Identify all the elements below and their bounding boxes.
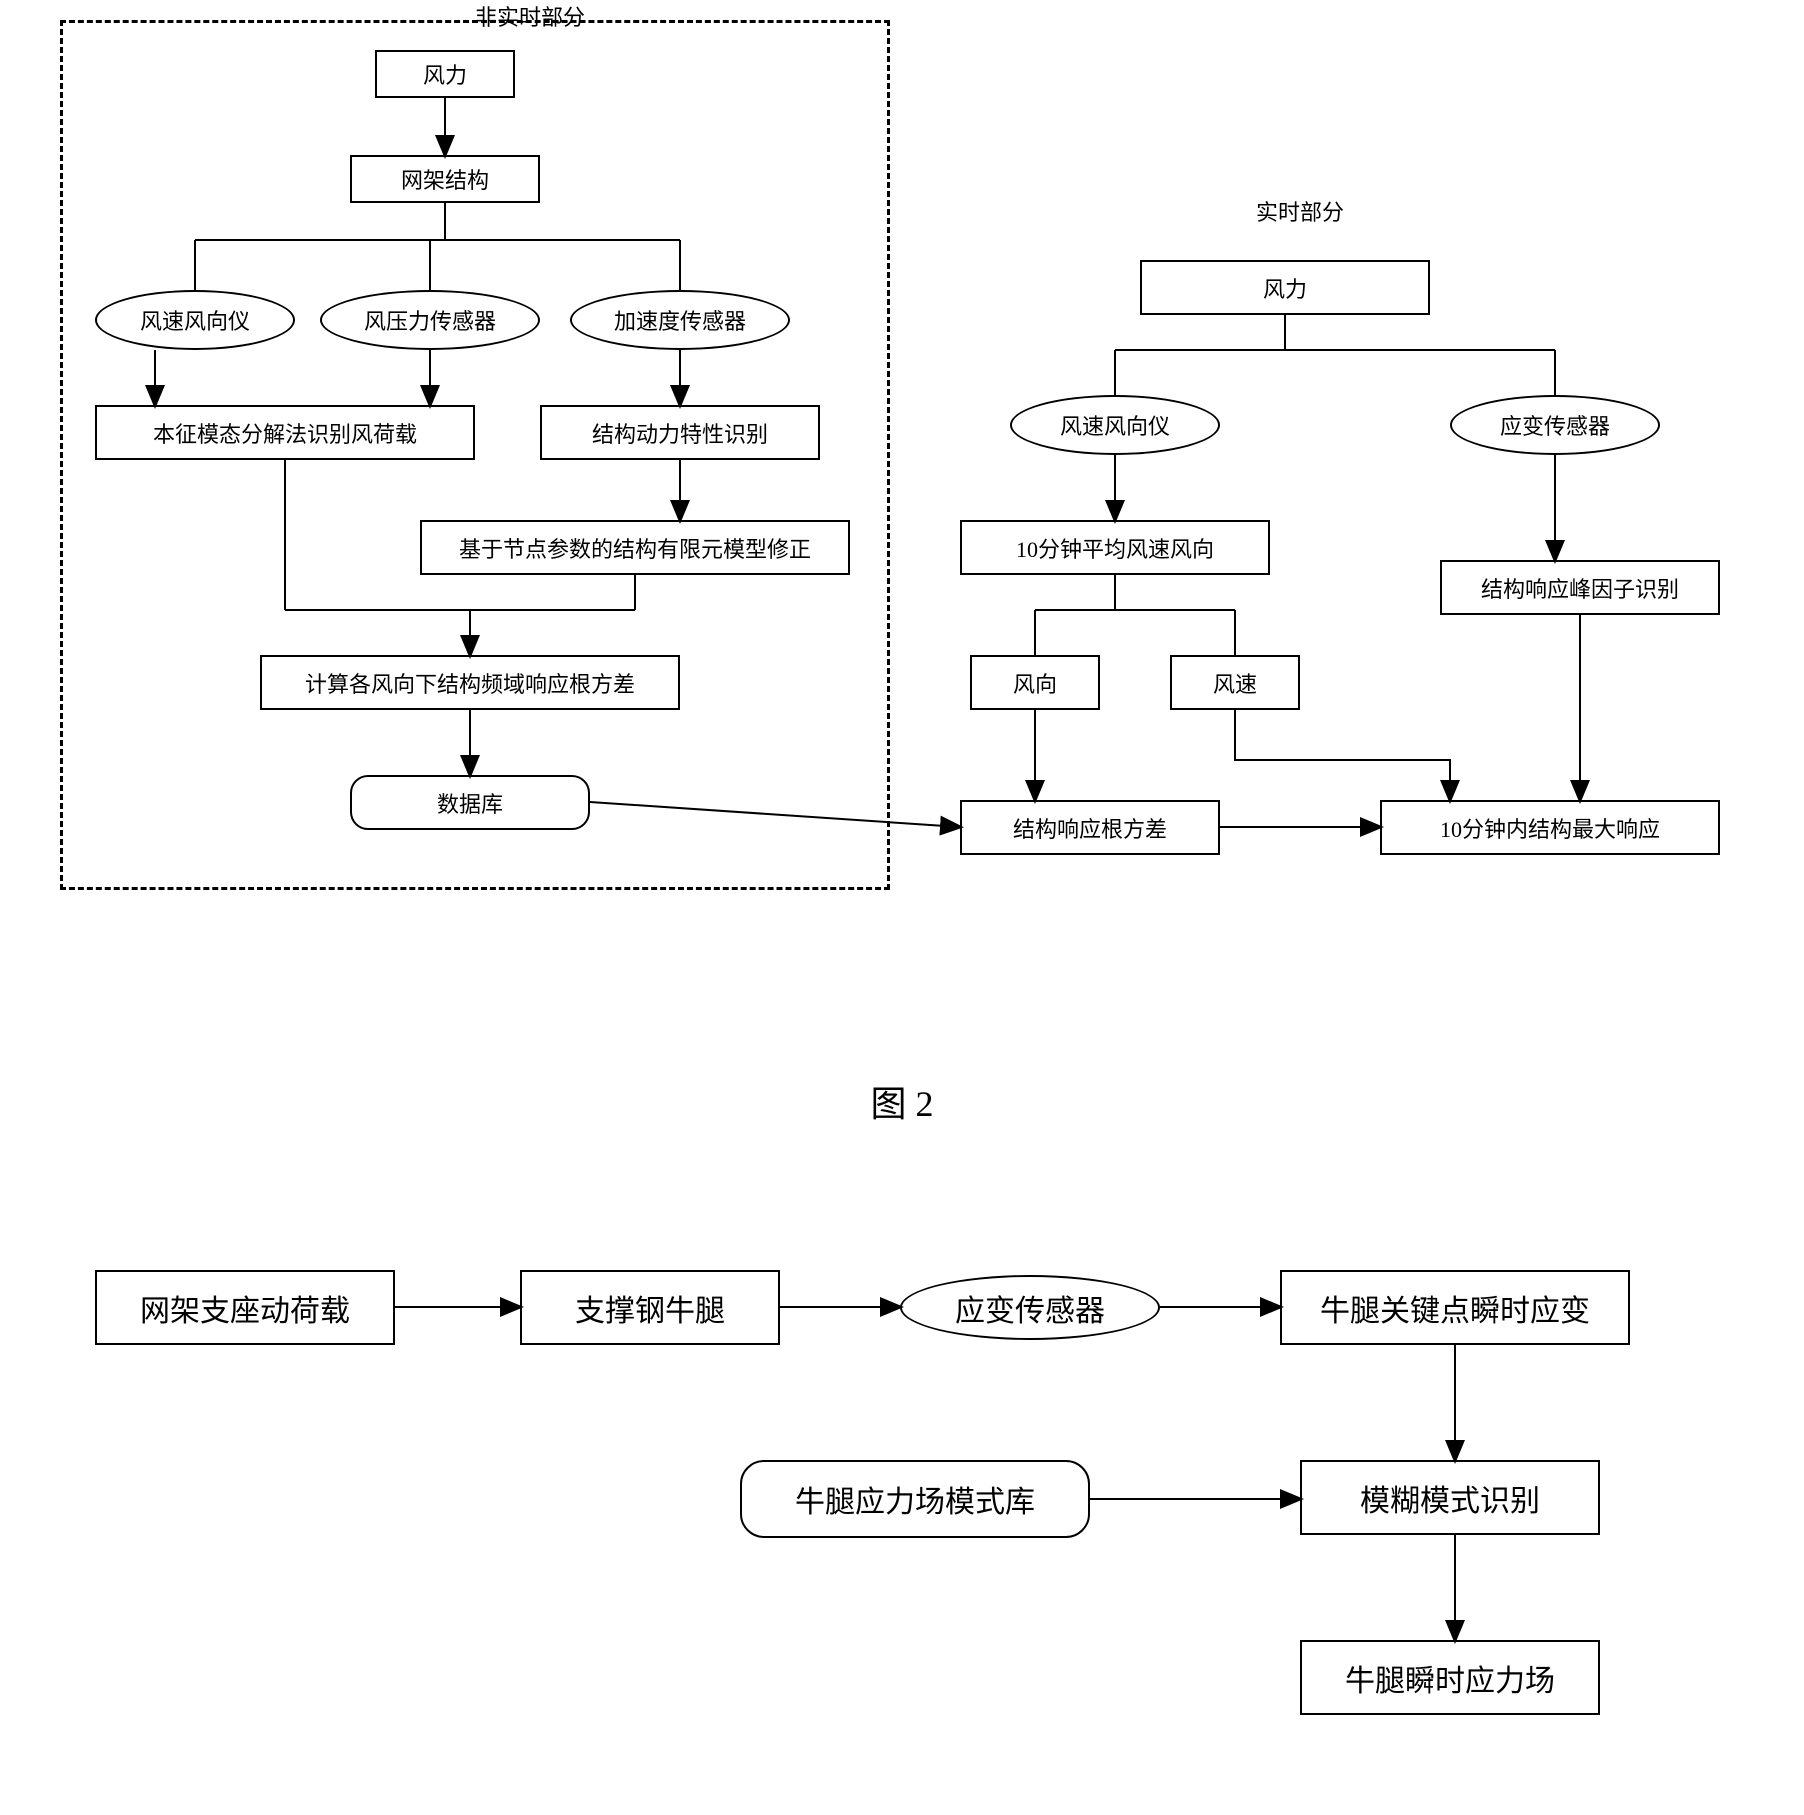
nr-freq-rms: 计算各风向下结构频域响应根方差 — [260, 655, 680, 710]
rt-strain-sensor: 应变传感器 — [1450, 395, 1660, 455]
d3-load: 网架支座动荷载 — [95, 1270, 395, 1345]
rt-rms: 结构响应根方差 — [960, 800, 1220, 855]
rt-peak-factor: 结构响应峰因子识别 — [1440, 560, 1720, 615]
d3-strain-sensor: 应变传感器 — [900, 1275, 1160, 1340]
nr-pressure-sensor: 风压力传感器 — [320, 290, 540, 350]
label-non-realtime: 非实时部分 — [430, 0, 630, 32]
d3-pattern-lib: 牛腿应力场模式库 — [740, 1460, 1090, 1538]
d3-bracket: 支撑钢牛腿 — [520, 1270, 780, 1345]
rt-wind-speed: 风速 — [1170, 655, 1300, 710]
rt-wind-dir: 风向 — [970, 655, 1100, 710]
nr-wind: 风力 — [375, 50, 515, 98]
nr-dyn-ident: 结构动力特性识别 — [540, 405, 820, 460]
rt-max-response: 10分钟内结构最大响应 — [1380, 800, 1720, 855]
rt-wind: 风力 — [1140, 260, 1430, 315]
nr-anemometer: 风速风向仪 — [95, 290, 295, 350]
nr-database: 数据库 — [350, 775, 590, 830]
d3-fuzzy: 模糊模式识别 — [1300, 1460, 1600, 1535]
rt-10min-avg: 10分钟平均风速风向 — [960, 520, 1270, 575]
nr-accel-sensor: 加速度传感器 — [570, 290, 790, 350]
rt-anemometer: 风速风向仪 — [1010, 395, 1220, 455]
d3-strain-keypoint: 牛腿关键点瞬时应变 — [1280, 1270, 1630, 1345]
nr-grid: 网架结构 — [350, 155, 540, 203]
d3-stress-field: 牛腿瞬时应力场 — [1300, 1640, 1600, 1715]
fig2-caption: 图 2 — [802, 1075, 1002, 1127]
nr-fe-update: 基于节点参数的结构有限元模型修正 — [420, 520, 850, 575]
nr-emd-wind-load: 本征模态分解法识别风荷载 — [95, 405, 475, 460]
label-realtime: 实时部分 — [1220, 195, 1380, 227]
